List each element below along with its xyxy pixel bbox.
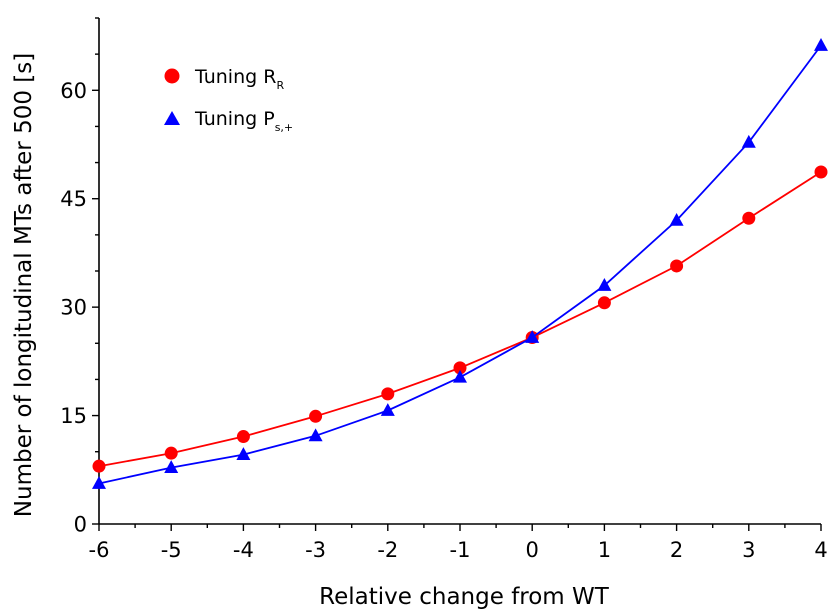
legend-label-sub-series-1: R bbox=[276, 79, 284, 92]
legend-label-series-2: Tuning Ps,+ bbox=[194, 108, 293, 134]
x-ticks: -6 -5 -4 -3 -2 -1 0 1 2 3 4 bbox=[89, 524, 828, 562]
data-point-circle bbox=[670, 259, 684, 273]
series-layer bbox=[92, 38, 828, 489]
data-point-circle bbox=[453, 361, 467, 375]
chart-axes bbox=[98, 18, 821, 525]
x-tick-label: -3 bbox=[305, 538, 326, 562]
legend-label-series-1: Tuning RR bbox=[194, 66, 284, 92]
legend-marker-triangle bbox=[164, 111, 180, 125]
y-tick-label: 0 bbox=[74, 513, 87, 537]
data-point-triangle bbox=[741, 134, 756, 148]
x-tick-label: -1 bbox=[450, 538, 471, 562]
data-point-triangle bbox=[525, 330, 540, 343]
y-axis-title: Number of longitudinal MTs after 500 [s] bbox=[11, 53, 37, 517]
data-point-triangle bbox=[236, 447, 251, 461]
data-point-circle bbox=[236, 430, 250, 444]
legend-marker-circle bbox=[164, 68, 180, 84]
data-point-triangle bbox=[380, 403, 395, 416]
data-point-circle bbox=[92, 459, 106, 473]
data-point-triangle bbox=[814, 38, 828, 51]
x-tick-label: -6 bbox=[89, 538, 110, 562]
y-tick-label: 60 bbox=[60, 79, 87, 103]
data-point-triangle bbox=[92, 476, 106, 489]
data-point-triangle bbox=[164, 460, 179, 474]
x-axis-title: Relative change from WT bbox=[319, 584, 610, 610]
data-point-circle bbox=[597, 296, 611, 310]
series-line-1 bbox=[98, 171, 822, 468]
x-tick-label: 2 bbox=[670, 538, 683, 562]
x-tick-label: -5 bbox=[161, 538, 182, 562]
data-point-triangle bbox=[669, 212, 684, 226]
data-point-circle bbox=[814, 165, 828, 179]
data-point-circle bbox=[309, 409, 323, 423]
data-point-circle bbox=[742, 211, 756, 225]
y-tick-label: 45 bbox=[60, 187, 87, 211]
x-tick-label: 3 bbox=[742, 538, 755, 562]
legend-label-main-series-2: Tuning P bbox=[194, 108, 275, 130]
legend: Tuning RR Tuning Ps,+ bbox=[164, 66, 293, 134]
x-tick-label: 0 bbox=[526, 538, 539, 562]
x-tick-label: 4 bbox=[814, 538, 827, 562]
data-point-triangle bbox=[308, 428, 323, 442]
x-tick-label: -2 bbox=[377, 538, 398, 562]
legend-label-sub-series-2: s,+ bbox=[275, 121, 293, 134]
y-tick-label: 15 bbox=[60, 404, 87, 428]
legend-label-main-series-1: Tuning R bbox=[194, 66, 276, 88]
y-tick-label: 30 bbox=[60, 296, 87, 320]
data-point-triangle bbox=[453, 369, 467, 383]
data-point-triangle bbox=[597, 278, 612, 291]
x-tick-label: -4 bbox=[233, 538, 254, 562]
y-ticks: 0 15 30 45 60 bbox=[60, 17, 99, 537]
x-tick-label: 1 bbox=[598, 538, 611, 562]
data-point-circle bbox=[164, 446, 178, 460]
data-point-circle bbox=[381, 387, 395, 401]
